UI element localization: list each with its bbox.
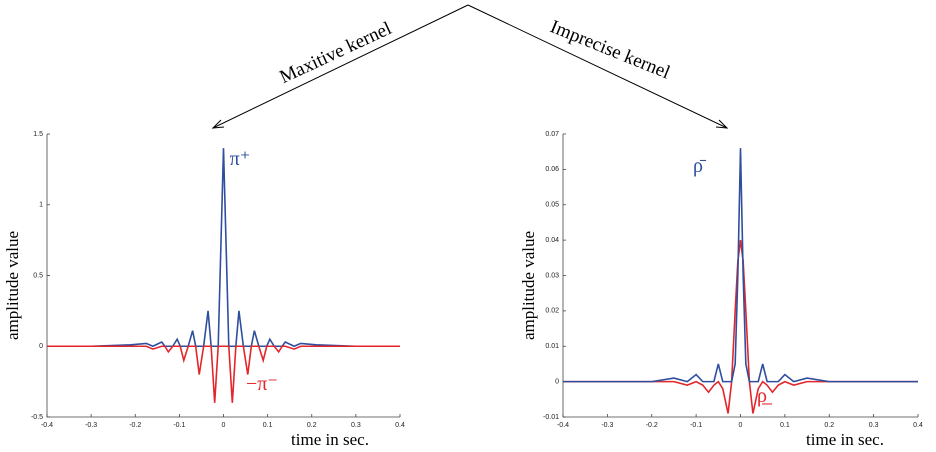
series-label: ρ̄ xyxy=(693,155,707,177)
series-label: −π⁻ xyxy=(246,373,278,395)
x-tick-label: -0.4 xyxy=(41,422,53,429)
x-axis-label: time in sec. xyxy=(806,430,884,449)
y-tick-label: 0.07 xyxy=(545,131,559,138)
y-tick-label: 0.06 xyxy=(545,166,559,173)
x-tick-label: -0.1 xyxy=(690,422,702,429)
x-tick-label: -0.3 xyxy=(85,422,97,429)
y-tick-label: 1.5 xyxy=(33,131,43,138)
x-tick-label: 0.3 xyxy=(869,422,879,429)
arrow-head xyxy=(715,119,729,129)
y-tick-label: 0.03 xyxy=(545,272,559,279)
series-line xyxy=(47,148,400,348)
y-tick-label: 0.05 xyxy=(545,202,559,209)
x-tick-label: 0.1 xyxy=(780,422,790,429)
x-tick-label: 0.4 xyxy=(913,422,923,429)
x-tick-label: -0.3 xyxy=(601,422,613,429)
series-label: ρ̲ xyxy=(757,385,773,407)
series-line xyxy=(563,240,918,414)
series-line xyxy=(47,345,400,403)
y-axis-label: amplitude value xyxy=(3,231,22,340)
x-axis-label: time in sec. xyxy=(291,430,369,449)
y-tick-label: -0.5 xyxy=(31,414,43,421)
annotation: Imprecise kernel xyxy=(547,16,673,83)
y-tick-label: 1 xyxy=(39,202,43,209)
y-tick-label: -0.01 xyxy=(543,414,559,421)
arrow-head xyxy=(211,119,225,129)
y-tick-label: 0 xyxy=(555,378,559,385)
x-tick-label: 0.4 xyxy=(395,422,405,429)
y-tick-label: 0 xyxy=(39,343,43,350)
x-tick-label: 0.3 xyxy=(351,422,361,429)
arrow xyxy=(212,4,469,129)
series-label: π⁺ xyxy=(230,148,251,170)
annotation: Maxitive kernel xyxy=(276,18,394,88)
y-tick-label: 0.5 xyxy=(33,272,43,279)
x-tick-label: 0.2 xyxy=(307,422,317,429)
x-tick-label: -0.2 xyxy=(129,422,141,429)
x-tick-label: 0 xyxy=(222,422,226,429)
y-axis-label: amplitude value xyxy=(519,231,538,340)
x-tick-label: 0.2 xyxy=(824,422,834,429)
y-tick-label: 0.02 xyxy=(545,308,559,315)
x-tick-label: -0.4 xyxy=(557,422,569,429)
x-tick-label: 0 xyxy=(739,422,743,429)
arrow xyxy=(467,4,728,129)
y-tick-label: 0.04 xyxy=(545,237,559,244)
x-tick-label: -0.1 xyxy=(173,422,185,429)
x-tick-label: 0.1 xyxy=(263,422,273,429)
y-tick-label: 0.01 xyxy=(545,343,559,350)
series-line xyxy=(563,148,918,383)
x-tick-label: -0.2 xyxy=(646,422,658,429)
